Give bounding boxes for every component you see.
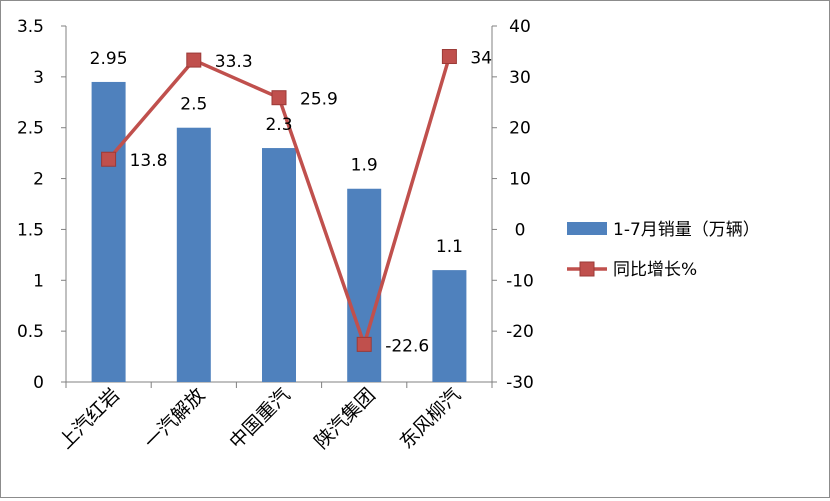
line-data-label: 25.9 — [300, 90, 338, 110]
right-axis-tick-label: 20 — [509, 119, 531, 139]
left-axis-tick-label: 1 — [33, 271, 44, 291]
bar — [91, 81, 126, 382]
legend-bar-swatch — [567, 222, 607, 235]
bar — [347, 188, 382, 382]
bar-data-label: 1.1 — [436, 237, 463, 257]
left-axis-tick-label: 1.5 — [17, 220, 44, 240]
bar — [262, 148, 296, 382]
left-axis-tick-label: 0 — [33, 373, 44, 393]
right-axis-tick-label: 30 — [509, 68, 531, 88]
x-axis-category-label: 东风柳汽 — [396, 384, 465, 453]
bars-layer — [91, 81, 467, 382]
left-axis-tick-label: 2 — [33, 170, 44, 190]
x-axis-category-label: 陕汽集团 — [310, 384, 379, 453]
line-point — [271, 90, 287, 106]
line-layer — [101, 49, 457, 352]
bar — [176, 127, 211, 382]
left-axis-tick-label: 0.5 — [17, 322, 44, 342]
x-axis-category-label: 中国重汽 — [225, 384, 294, 453]
right-axis-tick-label: 0 — [515, 220, 526, 240]
right-axis-tick-label: 40 — [509, 17, 531, 37]
line-point — [186, 52, 202, 68]
bar-data-label: 2.3 — [265, 115, 292, 135]
bar — [432, 270, 467, 382]
legend-bar-label: 1-7月销量（万辆） — [613, 220, 760, 240]
bar-data-label: 1.9 — [351, 156, 378, 176]
line-point — [441, 49, 457, 65]
line-point — [101, 151, 117, 167]
left-axis-tick-label: 3 — [33, 68, 44, 88]
line-point — [356, 336, 372, 352]
bar-data-label: 2.5 — [180, 95, 207, 115]
right-axis-tick-label: -20 — [506, 322, 534, 342]
line-data-label: 13.8 — [130, 151, 168, 171]
labels-layer: 2.95 2.5 2.3 1.9 1.1 13.8 33.3 25.9 -22.6 34 — [90, 49, 492, 357]
left-axis-tick-label: 3.5 — [17, 17, 44, 37]
left-axis-tick-label: 2.5 — [17, 119, 44, 139]
legend-line-marker — [579, 261, 595, 277]
line-data-label: -22.6 — [385, 336, 429, 356]
legend-line-label: 同比增长% — [613, 260, 697, 280]
right-axis-tick-label: 10 — [509, 170, 531, 190]
line-data-label: 33.3 — [215, 52, 253, 72]
right-axis-tick-label: -30 — [506, 373, 534, 393]
right-axis-tick-label: -10 — [506, 271, 534, 291]
x-axis-category-label: 上汽红岩 — [55, 384, 124, 453]
bar-data-label: 2.95 — [90, 49, 128, 69]
legend: 1-7月销量（万辆） 同比增长% — [567, 220, 760, 280]
line-data-label: 34 — [470, 49, 492, 69]
x-axis-category-label: 一汽解放 — [140, 384, 209, 453]
